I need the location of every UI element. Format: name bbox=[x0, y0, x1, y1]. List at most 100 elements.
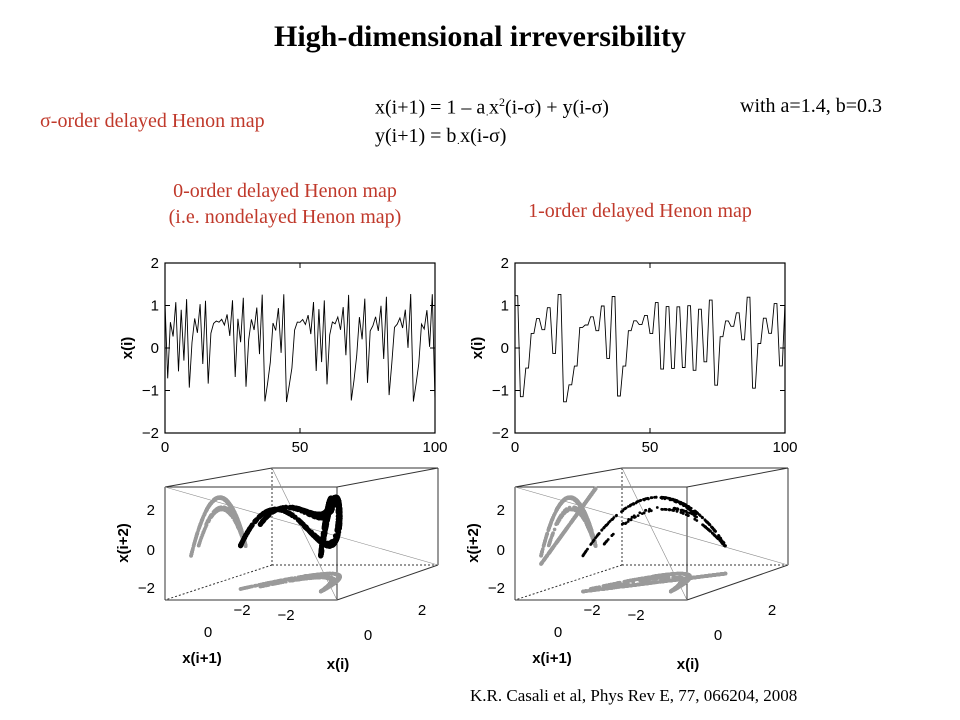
projection-point bbox=[219, 507, 223, 512]
attractor-point bbox=[326, 509, 332, 515]
z-axis-label: x(i+2) bbox=[115, 523, 132, 563]
attractor-point bbox=[248, 524, 254, 530]
y-axis-label: x(i+1) bbox=[182, 650, 222, 667]
projection-point bbox=[190, 550, 194, 555]
projection-point bbox=[224, 506, 228, 510]
projection-point bbox=[196, 528, 200, 533]
attractor-point bbox=[329, 542, 335, 548]
projection-point bbox=[261, 582, 265, 586]
projection-point bbox=[550, 532, 555, 536]
box-edge bbox=[686, 564, 789, 601]
box-edge bbox=[164, 467, 273, 488]
series-line bbox=[515, 293, 786, 403]
attractor-point bbox=[337, 513, 343, 519]
box-edge bbox=[336, 467, 439, 488]
projection-point bbox=[225, 499, 229, 504]
projection-point bbox=[620, 584, 625, 589]
y-tick-label: 2 bbox=[151, 255, 159, 272]
z-tick-label: 0 bbox=[147, 542, 155, 559]
projection-point bbox=[193, 539, 197, 543]
attractor-point bbox=[288, 511, 294, 517]
projection-point bbox=[203, 510, 208, 514]
projection-point bbox=[202, 528, 206, 533]
projection-point bbox=[239, 529, 244, 533]
projection-point bbox=[205, 507, 209, 511]
projection-point bbox=[238, 587, 243, 591]
x-tick-label: 50 bbox=[642, 439, 659, 456]
attractor-point bbox=[306, 528, 312, 534]
projection-point bbox=[198, 523, 202, 527]
left-caption-line2: (i.e. nondelayed Henon map) bbox=[168, 206, 402, 228]
attractor-point bbox=[335, 503, 341, 509]
projection-point bbox=[272, 579, 277, 584]
projection-point bbox=[200, 517, 205, 521]
projection-point bbox=[548, 539, 553, 543]
attractor-point bbox=[269, 509, 275, 515]
projection-point bbox=[309, 576, 314, 580]
attractor-point bbox=[301, 523, 307, 529]
series-line bbox=[164, 293, 436, 403]
attractor-point bbox=[319, 542, 325, 548]
attractor-point bbox=[321, 531, 328, 537]
right-caption: 1-order delayed Henon map bbox=[528, 200, 752, 222]
projection-point bbox=[243, 543, 248, 548]
x-tick-label: −2 bbox=[277, 607, 294, 624]
projection-point bbox=[324, 575, 329, 579]
box-edge bbox=[336, 564, 439, 601]
projection-point bbox=[196, 543, 201, 548]
y-tick-label: −2 bbox=[492, 425, 509, 442]
attractor-point bbox=[337, 508, 343, 514]
projection-point bbox=[318, 572, 323, 576]
map-label: σ-order delayed Henon map bbox=[40, 110, 265, 132]
attractor-point bbox=[327, 496, 333, 502]
projection-point bbox=[229, 503, 233, 508]
attractor-point bbox=[252, 519, 258, 525]
left-caption-line1: 0-order delayed Henon map bbox=[173, 180, 397, 202]
attractor-point bbox=[238, 542, 244, 549]
projection-point bbox=[283, 577, 287, 582]
y-tick-label: 1 bbox=[151, 298, 159, 315]
attractor-point bbox=[296, 517, 302, 523]
attractor-point bbox=[318, 549, 324, 556]
attractor-point bbox=[322, 516, 329, 522]
projection-point bbox=[332, 578, 336, 583]
y-axis-label: x(i) bbox=[469, 337, 486, 360]
projection-point bbox=[327, 585, 331, 589]
x-tick-label: 0 bbox=[511, 439, 519, 456]
projection-point bbox=[222, 497, 227, 501]
box-edge bbox=[514, 467, 623, 488]
projection-point bbox=[320, 588, 325, 593]
z-tick-label: −2 bbox=[138, 580, 155, 597]
projection-point bbox=[267, 583, 271, 587]
projection-point bbox=[270, 582, 275, 586]
attractor-point bbox=[335, 522, 341, 528]
projection-point bbox=[195, 532, 199, 536]
projection-point bbox=[289, 576, 293, 581]
projection-point bbox=[253, 584, 257, 588]
projection-point bbox=[228, 512, 233, 516]
projection-point bbox=[258, 584, 263, 589]
projection-point bbox=[202, 513, 206, 517]
projection-point bbox=[540, 549, 544, 554]
projection-point bbox=[225, 509, 229, 513]
y-tick-label: −2 bbox=[233, 602, 250, 619]
projection-point bbox=[242, 586, 247, 590]
x-tick-label: 0 bbox=[161, 439, 169, 456]
projection-point bbox=[216, 506, 220, 510]
x-tick-label: 50 bbox=[292, 439, 309, 456]
projection-point bbox=[238, 523, 242, 528]
attractor-point bbox=[322, 522, 328, 528]
parameters: with a=1.4, b=0.3 bbox=[740, 95, 882, 117]
box-edge-back bbox=[164, 564, 273, 601]
projection-point bbox=[279, 580, 283, 585]
plot-frame bbox=[164, 262, 436, 434]
projection-point bbox=[209, 513, 214, 517]
box-edge bbox=[686, 467, 789, 488]
projection-point bbox=[552, 527, 557, 532]
y-axis-label: x(i) bbox=[119, 337, 136, 360]
projection-point bbox=[311, 573, 316, 577]
projection-point bbox=[294, 578, 298, 582]
projection-point bbox=[199, 536, 203, 540]
